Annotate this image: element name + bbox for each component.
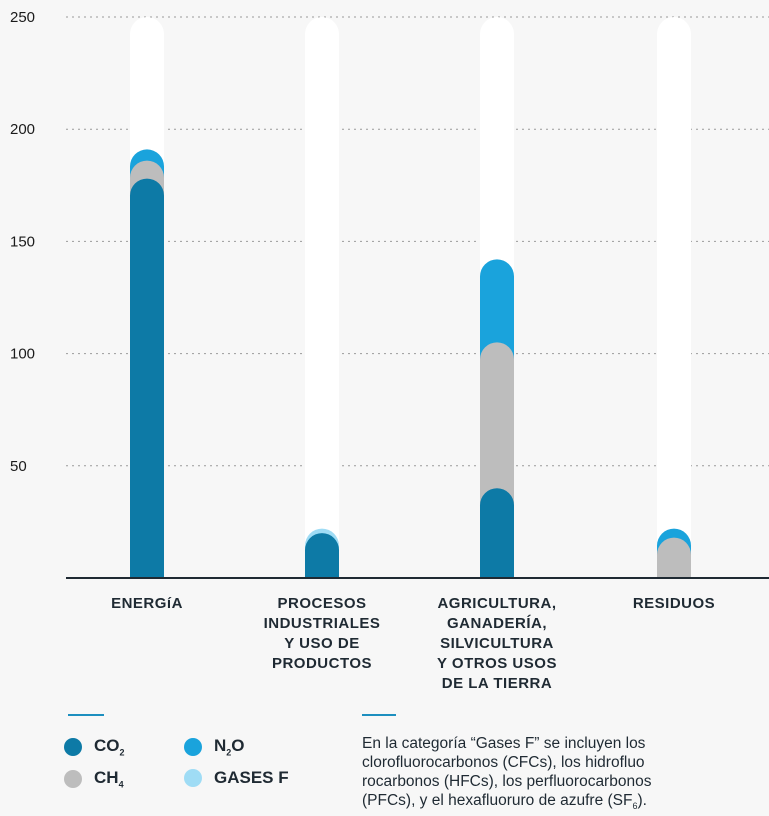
category-label: GANADERÍA, <box>447 615 547 632</box>
legend-item-gases-f: GASES F <box>184 768 289 788</box>
category-labels: ENERGíA PROCESOS INDUSTRIALES Y USO DE PRODU… <box>111 595 715 692</box>
category-label: Y OTROS USOS <box>437 655 557 672</box>
category-label: SILVICULTURA <box>440 635 554 652</box>
footnote-rule <box>362 714 396 716</box>
footnote-line: clorofluorocarbonos (CFCs), los hidroflu… <box>362 754 645 771</box>
legend: CO2 N2O CH4 GASES F <box>64 714 354 794</box>
bar-base <box>130 561 164 578</box>
bar-segment-co2 <box>480 488 514 578</box>
ch4-swatch <box>64 769 82 788</box>
y-tick-label: 50 <box>10 458 27 475</box>
category-label: PROCESOS <box>277 595 366 612</box>
legend-label-n2o: N2O <box>214 736 245 758</box>
y-axis-ticks: 50 100 150 200 250 <box>10 9 35 475</box>
bar-base <box>305 561 339 578</box>
category-label: INDUSTRIALES <box>264 615 381 632</box>
stacked-bar-chart: 50 100 150 200 250 ENERGíA PROCESOS INDUSTRIAL… <box>10 9 769 692</box>
footnote-text: En la categoría “Gases F” se incluyen lo… <box>362 734 769 816</box>
bar-base <box>657 561 691 578</box>
legend-rule <box>68 714 104 716</box>
legend-label-ch4: CH4 <box>94 768 124 790</box>
bar-base <box>480 561 514 578</box>
y-tick-label: 100 <box>10 346 35 363</box>
category-label: DE LA TIERRA <box>442 675 552 692</box>
legend-label-gases-f: GASES F <box>214 768 289 787</box>
bars <box>130 149 691 578</box>
bar-segment-co2 <box>130 178 164 578</box>
category-label: AGRICULTURA, <box>437 595 556 612</box>
legend-item-co2: CO2 <box>64 736 125 757</box>
bar-track <box>305 17 339 578</box>
legend-item-ch4: CH4 <box>64 768 124 789</box>
legend-item-n2o: N2O <box>184 736 245 757</box>
footnote-line: rocarbonos (HFCs), los perfluorocarbonos <box>362 773 652 790</box>
bar-tracks <box>130 17 691 578</box>
category-label: ENERGíA <box>111 595 183 612</box>
category-label: RESIDUOS <box>633 595 715 612</box>
category-label: PRODUCTOS <box>272 655 372 672</box>
y-tick-label: 150 <box>10 233 35 250</box>
bar-track <box>657 17 691 578</box>
y-tick-label: 250 <box>10 9 35 26</box>
gases-f-swatch <box>184 769 202 787</box>
footnote-line: (PFCs), y el hexafluoruro de azufre (SF6… <box>362 792 647 812</box>
footnote-line: En la categoría “Gases F” se incluyen lo… <box>362 735 646 752</box>
n2o-swatch <box>184 737 202 756</box>
co2-swatch <box>64 737 82 756</box>
y-tick-label: 200 <box>10 121 35 138</box>
legend-label-co2: CO2 <box>94 736 125 758</box>
category-label: Y USO DE <box>284 635 359 652</box>
